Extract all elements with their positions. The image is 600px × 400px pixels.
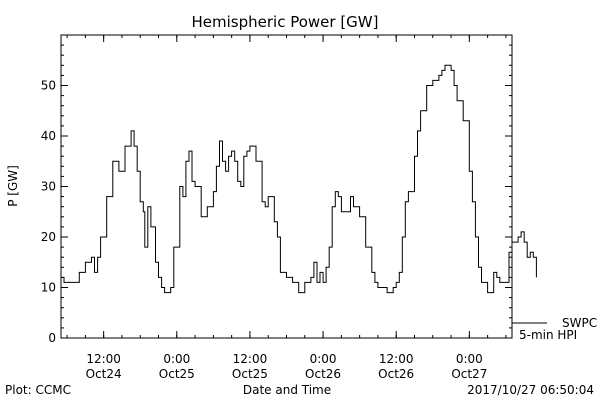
y-tick-label: 10 <box>41 281 56 295</box>
x-tick-label-date: Oct24 <box>86 367 122 381</box>
x-tick-label-time: 0:00 <box>456 352 483 366</box>
plot-frame <box>60 34 513 339</box>
x-tick-label-date: Oct25 <box>232 367 268 381</box>
y-axis: 0 10 20 30 40 50 <box>41 44 512 345</box>
x-tick-label-time: 12:00 <box>86 352 121 366</box>
x-tick-label-date: Oct27 <box>451 367 487 381</box>
x-axis-label: Date and Time <box>243 383 331 397</box>
x-axis: 12:00Oct240:00Oct2512:00Oct250:00Oct2612… <box>66 35 507 381</box>
y-tick-label: 50 <box>41 79 56 93</box>
x-tick-label-time: 0:00 <box>310 352 337 366</box>
x-tick-label-date: Oct26 <box>305 367 341 381</box>
series-line-swpc <box>61 64 537 294</box>
y-axis-label: P [GW] <box>6 165 20 207</box>
y-tick-label: 40 <box>41 129 56 143</box>
legend-entry-swpc: SWPC <box>562 316 597 330</box>
y-tick-label: 20 <box>41 230 56 244</box>
x-tick-label-time: 12:00 <box>233 352 268 366</box>
plot-timestamp: 2017/10/27 06:50:04 <box>467 383 594 397</box>
legend: SWPC 5-min HPI <box>512 316 597 342</box>
y-tick-label: 30 <box>41 180 56 194</box>
x-tick-label-date: Oct26 <box>378 367 414 381</box>
x-tick-label-time: 0:00 <box>163 352 190 366</box>
series-group <box>61 64 537 294</box>
y-tick-label: 0 <box>48 331 56 345</box>
legend-entry-hpi: 5-min HPI <box>519 328 577 342</box>
chart-title: Hemispheric Power [GW] <box>192 13 379 31</box>
plot-credit: Plot: CCMC <box>5 383 71 397</box>
x-tick-label-time: 12:00 <box>379 352 414 366</box>
x-tick-label-date: Oct25 <box>159 367 195 381</box>
